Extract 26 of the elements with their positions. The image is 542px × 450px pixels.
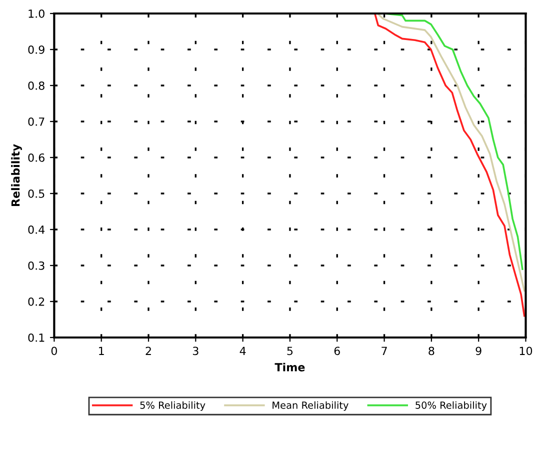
y-tick-label: 1.0 <box>28 9 44 18</box>
x-tick-label: 5 <box>287 346 293 356</box>
x-tick-label: 10 <box>520 346 532 356</box>
x-tick-label: 4 <box>240 346 246 355</box>
y-tick-label: 0.7 <box>28 117 44 126</box>
x-tick-label: 2 <box>146 346 151 355</box>
legend-label: 50% Reliability <box>416 401 487 411</box>
legend-label: Mean Reliability <box>272 401 348 411</box>
x-axis-title: Time <box>274 362 305 372</box>
x-tick-label: 6 <box>334 346 340 356</box>
y-tick-label: 0.2 <box>28 297 44 306</box>
y-tick-label: 0.1 <box>28 333 44 342</box>
x-tick-label: 7 <box>382 346 387 355</box>
y-tick-label: 0.5 <box>28 189 44 198</box>
y-tick-label: 0.8 <box>28 81 44 90</box>
y-tick-label: 0.4 <box>28 225 45 234</box>
y-tick-label: 0.6 <box>28 153 44 162</box>
legend-label: 5% Reliability <box>140 401 206 411</box>
y-axis-title: Reliability <box>11 144 22 206</box>
y-tick-label: 0.9 <box>28 45 44 54</box>
x-tick-label: 8 <box>428 346 434 356</box>
x-tick-label: 1 <box>99 346 104 355</box>
x-tick-label: 3 <box>192 346 198 356</box>
y-tick-label: 0.3 <box>28 261 44 270</box>
x-tick-label: 0 <box>51 346 57 356</box>
x-tick-label: 9 <box>476 346 482 356</box>
